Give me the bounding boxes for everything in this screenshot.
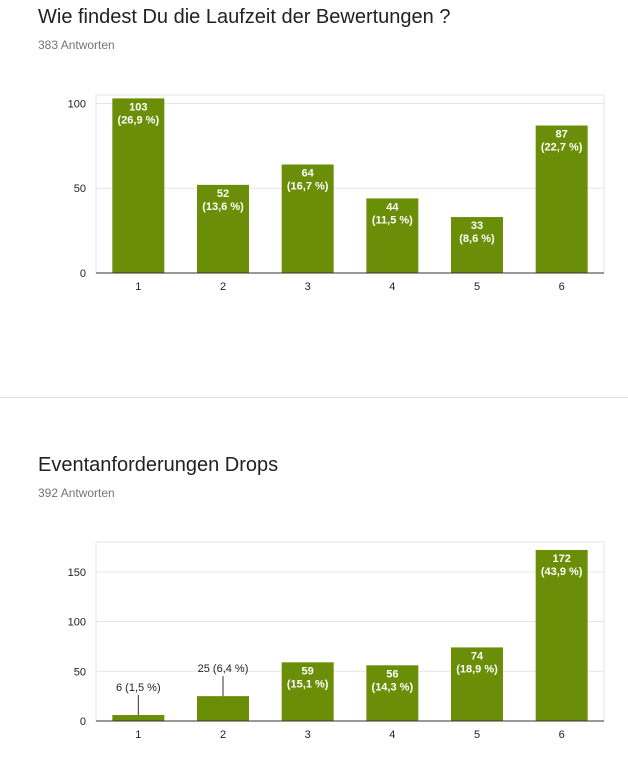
bar	[112, 98, 165, 273]
y-tick-label: 50	[74, 666, 86, 678]
x-tick-label: 6	[559, 281, 565, 293]
y-tick-label: 0	[80, 716, 86, 728]
x-tick-label: 1	[135, 729, 141, 741]
x-tick-label: 4	[389, 281, 395, 293]
data-label: 25 (6,4 %)	[198, 663, 249, 675]
bar	[535, 125, 588, 273]
x-tick-label: 1	[135, 281, 141, 293]
x-tick-label: 5	[474, 281, 480, 293]
bar	[535, 549, 588, 721]
card-divider	[0, 397, 628, 398]
y-tick-label: 100	[68, 98, 86, 110]
data-label: 103 (26,9 %)	[118, 101, 160, 126]
x-tick-label: 6	[559, 729, 565, 741]
x-tick-label: 3	[305, 729, 311, 741]
data-label: 172 (43,9 %)	[541, 553, 583, 578]
response-count: 383 Antworten	[38, 38, 115, 52]
plot-area	[95, 94, 605, 274]
bar	[197, 184, 249, 273]
question-card-1: Wie findest Du die Laufzeit der Bewertun…	[38, 6, 605, 293]
x-tick-label: 2	[220, 729, 226, 741]
data-label: 59 (15,1 %)	[287, 665, 329, 690]
y-tick-label: 150	[68, 567, 86, 579]
response-count: 392 Antworten	[38, 486, 115, 500]
bar	[451, 217, 503, 273]
data-label: 33 (8,6 %)	[459, 220, 495, 245]
x-tick-label: 4	[389, 729, 395, 741]
bar	[281, 164, 334, 273]
data-label: 74 (18,9 %)	[456, 650, 498, 675]
bar	[112, 715, 165, 721]
question-title: Eventanforderungen Drops	[38, 454, 279, 476]
bar	[197, 696, 249, 721]
data-label: 56 (14,3 %)	[372, 668, 414, 693]
data-label: 87 (22,7 %)	[541, 129, 583, 154]
y-tick-label: 50	[74, 183, 86, 195]
bar	[366, 198, 419, 273]
data-label: 52 (13,6 %)	[202, 188, 244, 213]
plot-area	[95, 541, 605, 722]
bar	[281, 662, 334, 721]
question-card-2: Eventanforderungen Drops 392 Antworten 0…	[0, 448, 628, 764]
y-tick-label: 100	[68, 617, 86, 629]
bar	[451, 647, 503, 721]
bar-chart: 0 50 100 150 1 6 (1,5 %) 2 25 (6,4 %) 3 59 (15,1 %…	[68, 541, 605, 741]
y-tick-label: 0	[80, 268, 86, 280]
x-tick-label: 3	[305, 281, 311, 293]
x-tick-label: 2	[220, 281, 226, 293]
data-label: 6 (1,5 %)	[116, 682, 161, 694]
data-label: 44 (11,5 %)	[372, 201, 413, 226]
data-label: 64 (16,7 %)	[287, 168, 329, 193]
question-title: Wie findest Du die Laufzeit der Bewertun…	[38, 6, 451, 28]
x-tick-label: 5	[474, 729, 480, 741]
bar	[366, 665, 419, 721]
bar-chart: 0 50 100 1 103 (26,9 %) 2 52 (13,6 %) 3 64 (16,7 %)…	[68, 94, 605, 293]
